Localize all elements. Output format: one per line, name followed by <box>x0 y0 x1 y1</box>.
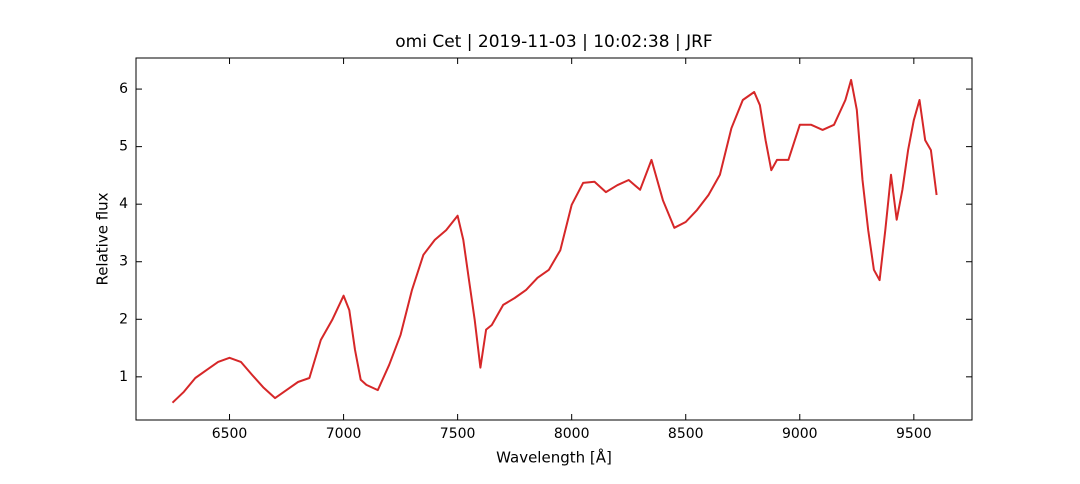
x-tick-label: 8000 <box>554 426 590 442</box>
y-tick-label: 1 <box>119 369 128 385</box>
x-tick-label: 7500 <box>440 426 476 442</box>
x-tick-label: 9000 <box>782 426 818 442</box>
y-tick-label: 4 <box>119 196 128 212</box>
y-tick-label: 3 <box>119 254 128 270</box>
spectrum-line <box>171 78 938 404</box>
x-tick-label: 9500 <box>896 426 932 442</box>
x-tick-label: 6500 <box>212 426 248 442</box>
x-tick-label: 8500 <box>668 426 704 442</box>
chart-title: omi Cet | 2019-11-03 | 10:02:38 | JRF <box>395 32 712 52</box>
y-tick-label: 6 <box>119 81 128 97</box>
x-tick-label: 7000 <box>326 426 362 442</box>
y-tick-label: 5 <box>119 139 128 155</box>
y-tick-label: 2 <box>119 311 128 327</box>
x-axis-label: Wavelength [Å] <box>496 448 612 467</box>
plot-frame <box>135 57 973 421</box>
y-axis-label: Relative flux <box>94 192 112 285</box>
